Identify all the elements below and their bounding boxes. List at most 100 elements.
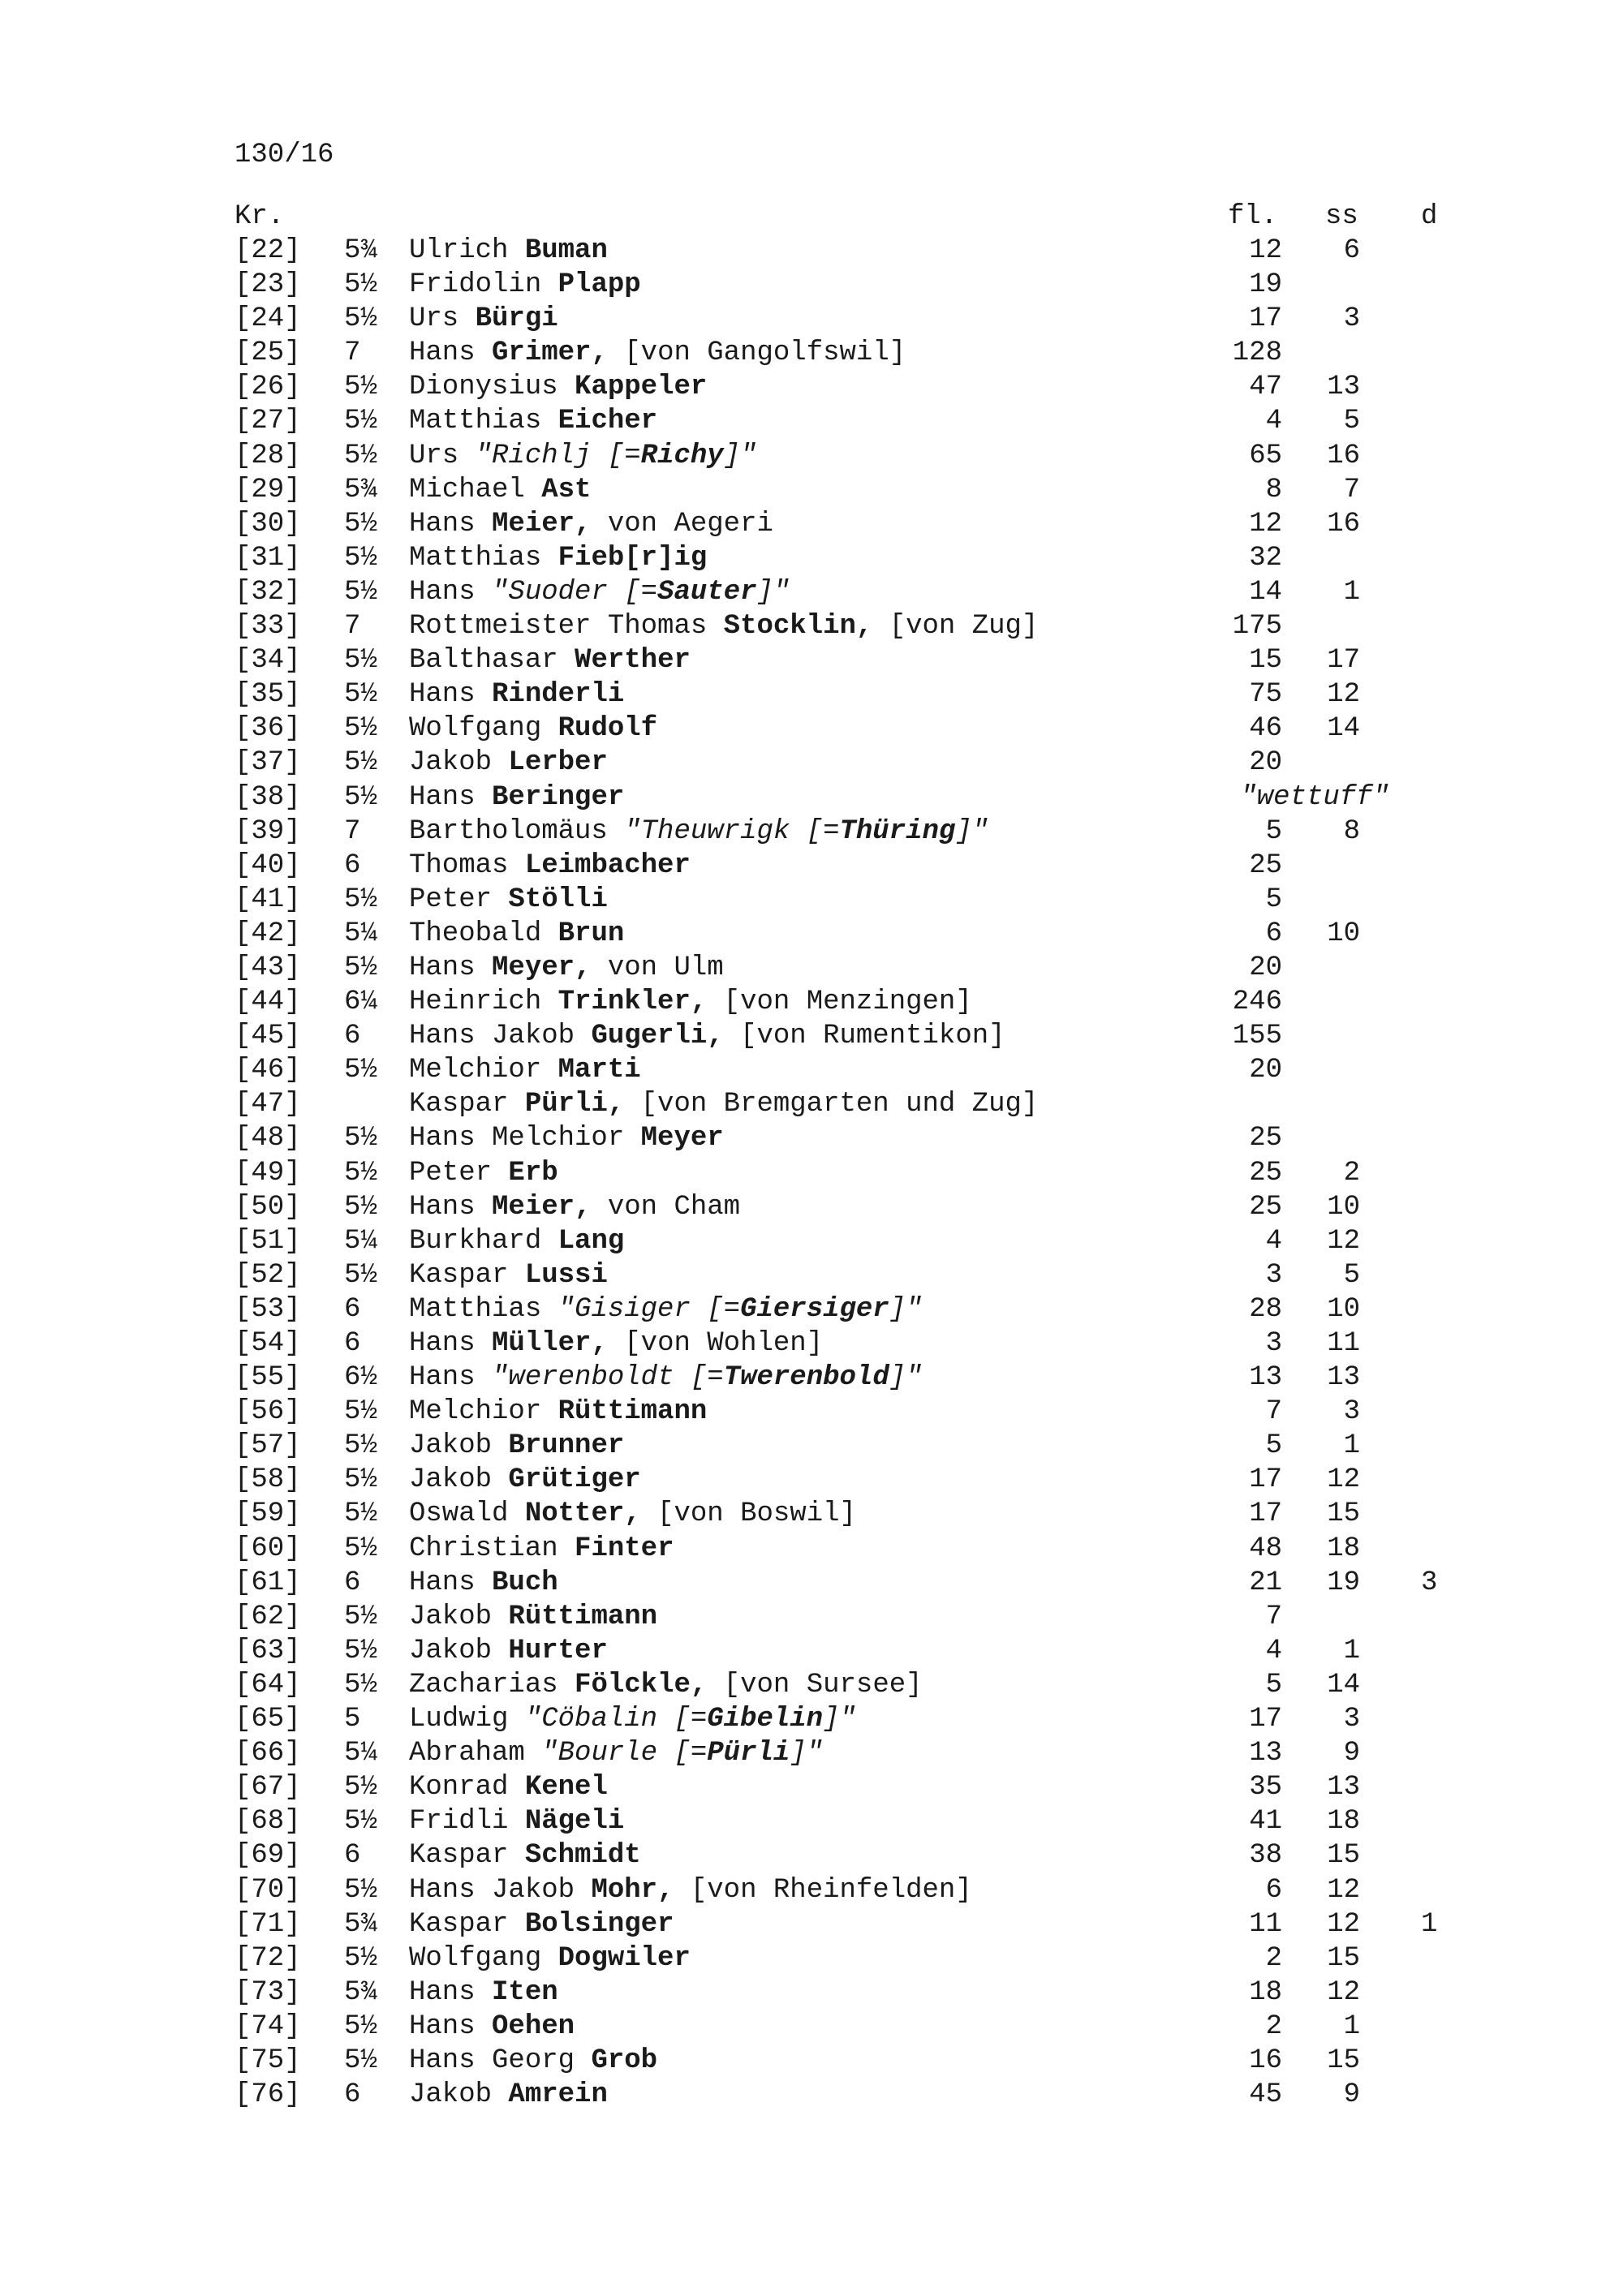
header-d: d <box>1421 201 1438 232</box>
list-item: [53] 6 Matthias "Gisiger [=Giersiger]" 28 10 <box>0 1292 1623 1326</box>
list-item: [58] 5½ Jakob Grütiger 17 12 <box>0 1463 1623 1497</box>
entry-number: [28] <box>235 440 301 471</box>
amount-ss: 12 <box>1327 1874 1360 1906</box>
entry-name: Ludwig "Cöbalin [=Gibelin]" <box>409 1702 856 1736</box>
name-part: "Richlj [= <box>475 440 641 471</box>
name-part: Hans <box>409 1976 493 2008</box>
name-part: ]" <box>723 440 757 471</box>
entry-number: [44] <box>235 987 301 1018</box>
entry-number: [49] <box>235 1157 301 1189</box>
entry-name: Hans Rinderli <box>409 677 624 712</box>
surname: Kappeler <box>575 372 708 403</box>
name-part: Oswald <box>409 1498 525 1530</box>
surname: Mohr, <box>591 1874 674 1906</box>
entry-name: Thomas Leimbacher <box>409 849 691 883</box>
entry-number: [53] <box>235 1293 301 1325</box>
surname: Rudolf <box>558 713 658 745</box>
entry-rate: 5½ <box>344 406 377 437</box>
entry-number: [57] <box>235 1430 301 1462</box>
entry-rate: 5½ <box>344 1635 377 1666</box>
entry-number: [63] <box>235 1635 301 1666</box>
list-item: [36] 5½ Wolfgang Rudolf 46 14 <box>0 712 1623 746</box>
entry-rate: 5½ <box>344 1772 377 1804</box>
name-part: Balthasar <box>409 645 575 677</box>
entry-number: [37] <box>235 747 301 779</box>
surname: Werther <box>575 645 691 677</box>
entry-rate: 7 <box>344 815 361 847</box>
name-part: Hans <box>409 1362 493 1394</box>
entry-rate: 5½ <box>344 1601 377 1632</box>
entry-number: [35] <box>235 679 301 711</box>
list-item: [47] Kaspar Pürli, [von Bremgarten und Zu… <box>0 1087 1623 1121</box>
list-item: [27] 5½ Matthias Eicher 4 5 <box>0 404 1623 438</box>
list-item: [70] 5½ Hans Jakob Mohr, [von Rheinfelden]… <box>0 1873 1623 1907</box>
amount-ss: 7 <box>1343 474 1360 505</box>
name-part: [von Sursee] <box>707 1669 923 1701</box>
amount-ss: 6 <box>1343 235 1360 266</box>
entry-name: Urs Bürgi <box>409 302 558 336</box>
name-part: Kaspar <box>409 1259 525 1291</box>
entry-rate: 5½ <box>344 884 377 915</box>
name-part: [von Rheinfelden] <box>674 1874 972 1906</box>
entry-rate: 5½ <box>344 1430 377 1462</box>
amount-fl: 2 <box>1265 2010 1282 2042</box>
list-item: [69] 6 Kaspar Schmidt 38 15 <box>0 1838 1623 1872</box>
name-part: Urs <box>409 440 476 471</box>
entry-rate: 5½ <box>344 713 377 745</box>
amount-fl: 3 <box>1265 1328 1282 1359</box>
name-part: [von Menzingen] <box>707 987 972 1018</box>
entry-rate: 5½ <box>344 542 377 574</box>
entry-name: Rottmeister Thomas Stocklin, [von Zug] <box>409 609 1038 643</box>
name-part: Dionysius <box>409 372 575 403</box>
surname: Fölckle, <box>575 1669 708 1701</box>
amount-ss: 10 <box>1327 1191 1360 1223</box>
amount-fl: 19 <box>1249 269 1282 301</box>
amount-fl: 5 <box>1265 1430 1282 1462</box>
surname: Stocklin, <box>723 611 873 643</box>
entry-name: Konrad Kenel <box>409 1770 608 1804</box>
entry-number: [51] <box>235 1225 301 1257</box>
list-item: [61] 6 Hans Buch 21 19 3 <box>0 1566 1623 1600</box>
entry-rate: 6 <box>344 849 361 881</box>
entry-name: Hans "Suoder [=Sauter]" <box>409 575 790 609</box>
entry-number: [50] <box>235 1191 301 1223</box>
list-item: [30] 5½ Hans Meier, von Aegeri 12 16 <box>0 507 1623 541</box>
amount-fl: 65 <box>1249 440 1282 471</box>
entry-number: [65] <box>235 1704 301 1735</box>
entry-rate: 5½ <box>344 269 377 301</box>
surname: Meier, <box>492 508 592 540</box>
entry-rate: 5½ <box>344 781 377 813</box>
amount-ss: 3 <box>1343 1704 1360 1735</box>
list-item: [35] 5½ Hans Rinderli 75 12 <box>0 677 1623 712</box>
surname: Bolsinger <box>524 1908 674 1940</box>
name-part: Matthias <box>409 406 558 437</box>
amount-ss: 9 <box>1343 2079 1360 2111</box>
entry-rate: 5½ <box>344 679 377 711</box>
entry-number: [67] <box>235 1772 301 1804</box>
entry-number: [68] <box>235 1806 301 1838</box>
name-part: von Cham <box>591 1191 741 1223</box>
entry-number: [32] <box>235 576 301 608</box>
surname: Thüring <box>839 815 956 847</box>
entry-number: [71] <box>235 1908 301 1940</box>
entry-name: Oswald Notter, [von Boswil] <box>409 1497 856 1531</box>
entry-rate: 5¼ <box>344 918 377 949</box>
entry-rate: 5½ <box>344 508 377 540</box>
entry-name: Jakob Brunner <box>409 1429 624 1463</box>
surname: Twerenbold <box>723 1362 889 1394</box>
name-part: Jakob <box>409 2079 509 2111</box>
amount-fl: 16 <box>1249 2044 1282 2076</box>
list-item: [65] 5 Ludwig "Cöbalin [=Gibelin]" 17 3 <box>0 1702 1623 1736</box>
list-item: [31] 5½ Matthias Fieb[r]ig 32 <box>0 541 1623 575</box>
name-part: von Ulm <box>591 952 724 983</box>
entry-rate: 5½ <box>344 1533 377 1564</box>
amount-fl: 13 <box>1249 1362 1282 1394</box>
name-part: [von Wohlen] <box>607 1328 824 1359</box>
entry-name: Hans Iten <box>409 1976 558 2010</box>
amount-fl: 8 <box>1265 474 1282 505</box>
entry-rate: 5½ <box>344 2044 377 2076</box>
surname: Amrein <box>508 2079 608 2111</box>
list-item: [25] 7 Hans Grimer, [von Gangolfswil] 128 <box>0 336 1623 370</box>
list-item: [63] 5½ Jakob Hurter 4 1 <box>0 1634 1623 1668</box>
entry-number: [61] <box>235 1567 301 1598</box>
